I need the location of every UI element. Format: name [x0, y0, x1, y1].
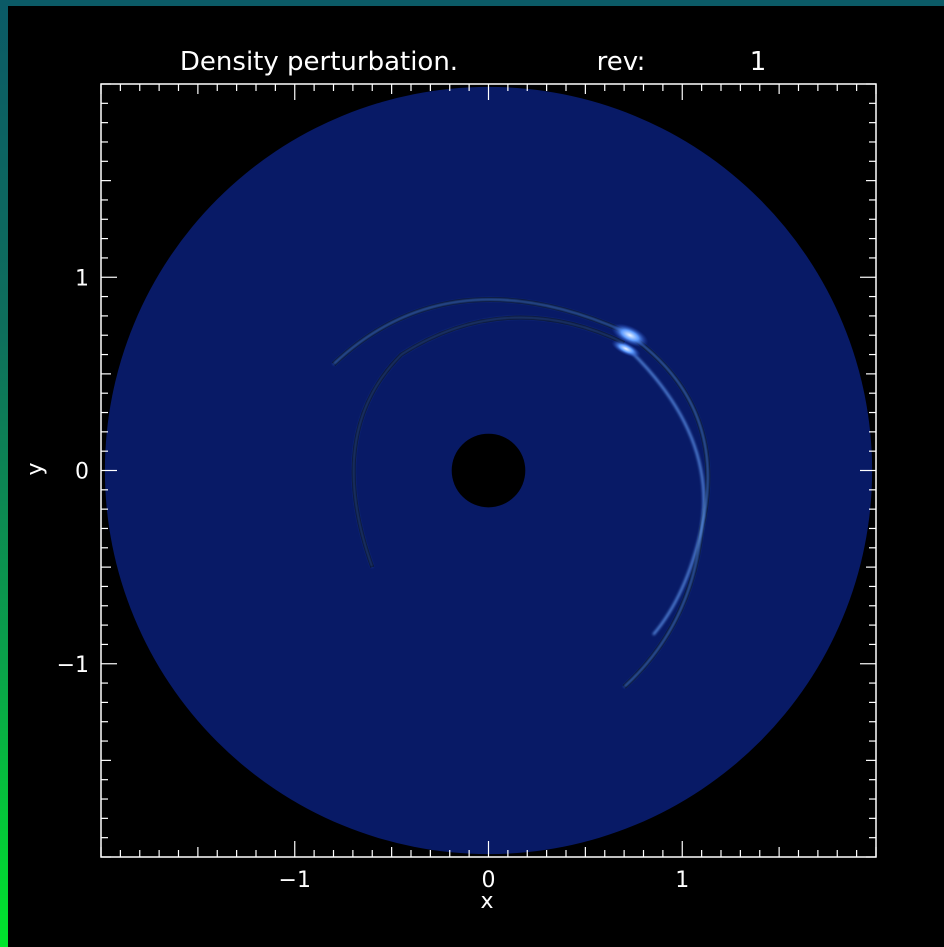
- y-tick-label: 1: [75, 266, 89, 291]
- y-tick-label: 0: [75, 460, 89, 485]
- y-axis-label: y: [23, 462, 48, 475]
- rev-label: rev:: [597, 47, 646, 77]
- x-axis-label: x: [480, 889, 493, 914]
- bright-clump-lower: [611, 340, 641, 358]
- x-tick-label: −1: [279, 868, 311, 893]
- inner-arm: [352, 316, 625, 568]
- bright-clump: [611, 323, 649, 347]
- density-plot: −1 0 1−101 Density perturbation. rev: 1 x …: [23, 47, 877, 914]
- y-tick-label: −1: [57, 653, 89, 678]
- tick-labels: −1 0 1 −1 0 1: [57, 266, 690, 893]
- tick-marks: [100, 83, 877, 858]
- trailing-arm: [623, 344, 705, 636]
- plot-window: −1 0 1 −1 0 1 Density perturbation. rev: 1 x …: [8, 6, 944, 947]
- x-tick-label: 0: [482, 868, 496, 893]
- disk-inner-hole: [451, 433, 526, 508]
- rev-value: 1: [750, 47, 767, 77]
- x-tick-label: 1: [675, 868, 689, 893]
- spiral-arms: [331, 296, 711, 689]
- chart-title: Density perturbation.: [180, 47, 458, 77]
- disk-group: [104, 86, 873, 855]
- outer-arm: [332, 298, 709, 688]
